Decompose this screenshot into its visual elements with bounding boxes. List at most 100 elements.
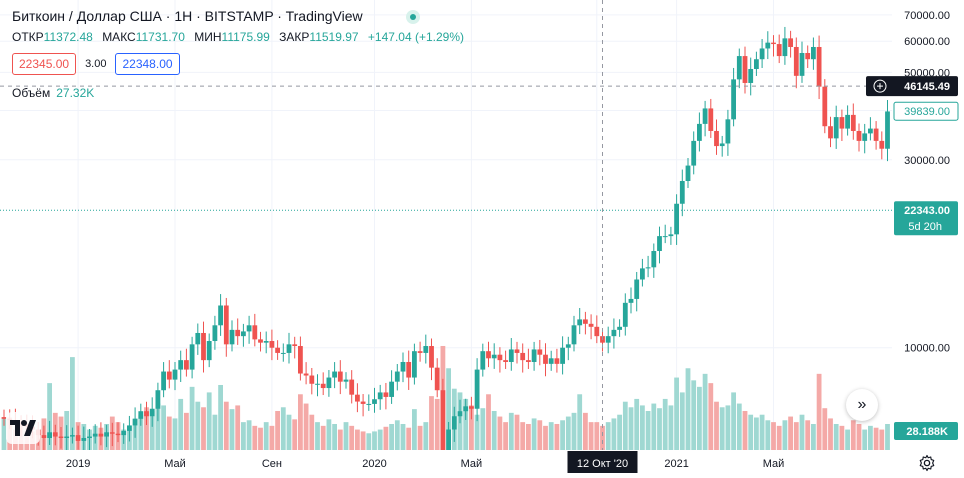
candle-body: [537, 349, 543, 355]
volume-value: 27.32K: [56, 86, 95, 100]
candle-body: [719, 143, 725, 147]
candle-body: [885, 111, 890, 149]
sell-button[interactable]: 22345.00: [12, 53, 77, 75]
candle-body: [583, 319, 588, 324]
candle-body: [697, 123, 702, 141]
buy-button[interactable]: 22348.00: [115, 53, 180, 75]
candle-body: [679, 180, 685, 204]
candle-body: [349, 379, 355, 395]
candle-body: [109, 432, 115, 434]
scroll-to-realtime-button[interactable]: »: [846, 389, 878, 421]
candle-body: [548, 358, 554, 364]
volume-bar: [873, 427, 879, 450]
candle-body: [440, 390, 446, 460]
candle-body: [223, 305, 229, 345]
buy-sell-panel: 22345.00 3.00 22348.00: [12, 52, 180, 76]
volume-last-label: 28.188K: [906, 426, 948, 438]
tradingview-logo-icon[interactable]: [6, 412, 40, 444]
candle-body: [588, 323, 594, 327]
candle-body: [446, 429, 451, 460]
volume-bar: [736, 403, 742, 450]
candle-body: [805, 52, 811, 60]
volume-bar: [537, 420, 543, 450]
candle-body: [235, 329, 241, 337]
candle-body: [52, 432, 58, 437]
candle-body: [725, 119, 731, 144]
time-tick-label: 2020: [362, 458, 386, 470]
volume-bar: [719, 407, 725, 450]
candle-body: [394, 371, 400, 382]
candle-body: [417, 351, 423, 353]
volume-bar: [634, 398, 640, 450]
candle-body: [617, 326, 622, 330]
add-alert-plus-icon[interactable]: [873, 79, 887, 93]
candle-body: [451, 416, 457, 430]
time-tick-label: Май: [164, 458, 186, 470]
volume-bar: [640, 405, 645, 450]
volume-bar: [423, 422, 429, 450]
price-tick-label: 70000.00: [904, 10, 950, 22]
volume-bar: [811, 423, 816, 450]
time-tick-label: Сен: [262, 458, 282, 470]
volume-bar: [275, 410, 280, 450]
volume-bar: [725, 405, 731, 450]
settings-gear-icon[interactable]: [918, 454, 936, 472]
candle-body: [64, 436, 70, 438]
candle-body: [662, 236, 668, 238]
volume-bar: [355, 429, 360, 450]
close-value: 11519.97: [309, 30, 359, 44]
candle-body: [389, 381, 394, 397]
candle-body: [628, 298, 634, 303]
volume-bar: [748, 414, 754, 450]
volume-bar: [788, 416, 793, 450]
volume-bar: [337, 429, 343, 450]
volume-bar: [434, 398, 440, 450]
crosshair-time-tag: [567, 451, 638, 473]
volume-bar: [868, 425, 873, 450]
volume-legend[interactable]: Объём 27.32K: [12, 86, 94, 100]
volume-bar: [315, 422, 320, 450]
volume-bar: [303, 403, 309, 450]
volume-bar: [417, 425, 423, 450]
volume-bar: [708, 383, 714, 450]
volume-bar: [497, 416, 503, 450]
volume-bar: [771, 422, 776, 450]
candle-body: [640, 268, 645, 280]
volume-bar: [149, 410, 155, 450]
candle-body: [571, 325, 577, 345]
candle-body: [434, 367, 440, 391]
candle-body: [343, 379, 349, 382]
candle-body: [1, 417, 7, 419]
open-value: 11372.48: [43, 30, 93, 44]
volume-bar: [714, 401, 719, 450]
candle-body: [480, 351, 486, 370]
symbol-title[interactable]: Биткоин / Доллар США · 1Н · BITSTAMP · T…: [12, 8, 363, 24]
candle-body: [337, 371, 343, 382]
countdown-label: 5d 20h: [908, 221, 942, 233]
candle-body: [554, 358, 560, 364]
candle-body: [816, 46, 822, 87]
volume-bar: [474, 414, 480, 450]
volume-bar: [742, 410, 748, 450]
candle-body: [263, 341, 269, 343]
volume-bar: [702, 373, 708, 450]
candle-body: [218, 305, 223, 326]
volume-bar: [645, 410, 651, 450]
volume-bar: [280, 407, 286, 450]
candle-body: [383, 392, 389, 397]
candle-body: [748, 68, 754, 83]
candle-body: [70, 435, 75, 437]
candle-body: [269, 341, 275, 348]
time-axis[interactable]: [0, 450, 892, 478]
volume-bar: [70, 357, 75, 450]
candle-body: [252, 325, 258, 340]
volume-bar: [480, 408, 486, 450]
candle-body: [822, 86, 828, 127]
volume-bar: [776, 425, 782, 450]
volume-bar: [668, 405, 674, 450]
volume-bar: [343, 422, 349, 450]
volume-bar: [166, 416, 172, 450]
candle-body: [474, 369, 480, 409]
